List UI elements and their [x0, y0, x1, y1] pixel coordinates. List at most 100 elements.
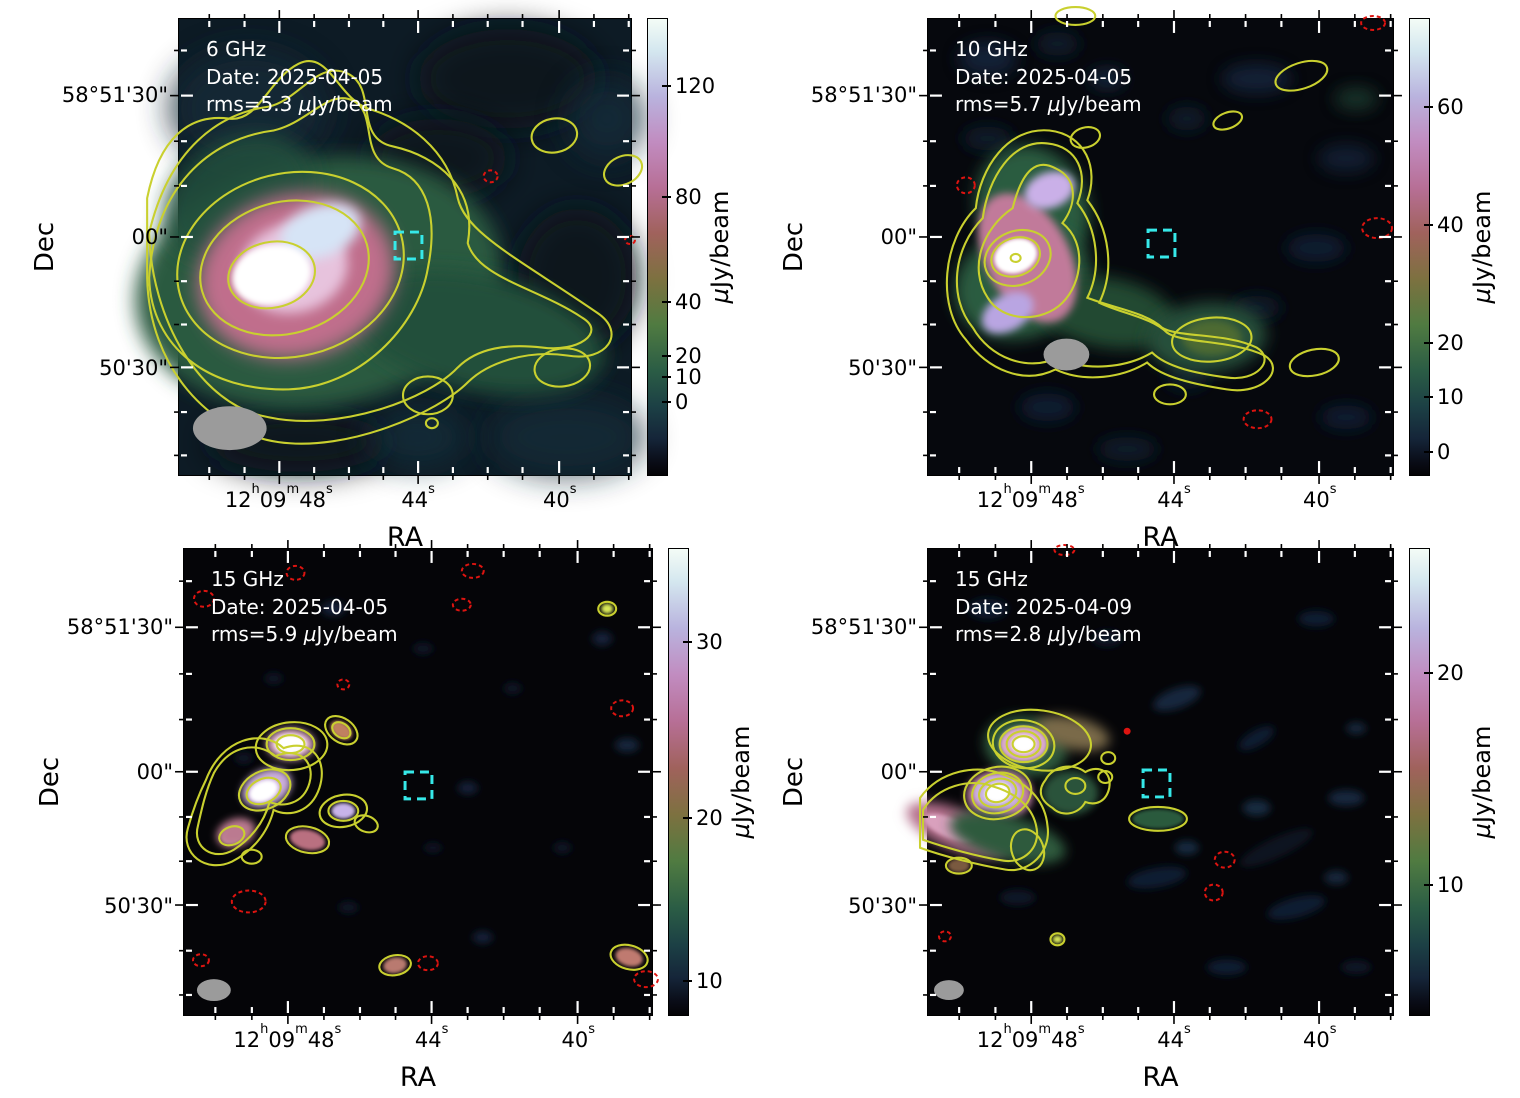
dec-axis-title: Dec	[34, 756, 65, 808]
ra-tick-label: 44s	[1157, 482, 1191, 512]
sky-image-15ghz-a	[175, 540, 661, 1024]
dec-tick-label: 50'30"	[104, 893, 173, 918]
map-15ghz-a: 15 GHz Date: 2025-04-05 rms=5.9 µJy/beam	[175, 540, 661, 1024]
negative-contours	[191, 562, 659, 989]
colorbar-tick-label: 10	[696, 968, 723, 993]
colorbar-tick	[1424, 396, 1433, 399]
colorbar-tick-label: 20	[675, 344, 702, 369]
colorbar-tick-label: 10	[1437, 872, 1464, 897]
map-10ghz: 10 GHz Date: 2025-04-05 rms=5.7 µJy/beam	[919, 6, 1402, 484]
colorbar-tick-label: 0	[675, 390, 689, 415]
ra-tick-label: 40s	[1302, 1022, 1337, 1052]
panel-annotation-6ghz: 6 GHz Date: 2025-04-05 rms=5.3 µJy/beam	[206, 36, 393, 119]
axis-ticks	[919, 10, 1402, 484]
ra-tick-label: 44s	[414, 1022, 449, 1052]
dec-tick-label: 00"	[880, 759, 917, 784]
map-6ghz: 6 GHz Date: 2025-04-05 rms=5.3 µJy/beam	[135, 10, 647, 484]
frequency-label: 15 GHz	[955, 567, 1028, 591]
colorbar-axis-title: µJy/beam	[727, 725, 755, 839]
colorbar-tick-label: 120	[675, 74, 716, 99]
colorbar-tick-label: 30	[696, 630, 723, 655]
colorbar-6ghz: 120 80 40 20 10 0	[647, 18, 715, 476]
dec-tick-label: 58°51'30"	[66, 614, 173, 639]
dec-tick-label: 50'30"	[848, 355, 917, 380]
rms-label: rms=5.3 µJy/beam	[206, 92, 393, 117]
target-marker-box	[1141, 768, 1172, 799]
noise-blobs	[234, 601, 640, 944]
beam-ellipse	[196, 979, 231, 1002]
colorbar-tick	[1424, 224, 1433, 227]
colorbar-tick	[662, 375, 671, 378]
colorbar-tick	[1424, 341, 1433, 344]
ra-axis-title: RA	[1142, 522, 1179, 553]
map-15ghz-b: 15 GHz Date: 2025-04-09 rms=2.8 µJy/beam	[906, 540, 1402, 1024]
colorbar-tick-label: 10	[675, 364, 702, 389]
target-marker-box	[1146, 228, 1177, 259]
dec-tick-label: 58°51'30"	[810, 82, 917, 107]
colorbar-15ghz-a: 30 20 10	[668, 548, 723, 1016]
ra-tick-label: 40s	[561, 1022, 596, 1052]
dec-tick-label: 58°51'30"	[810, 614, 917, 639]
colorbar-tick	[662, 300, 671, 303]
colorbar-10ghz: 60 40 20 10 0	[1409, 18, 1464, 476]
colorbar-axis-title: µJy/beam	[706, 190, 734, 304]
ra-tick-label: 44s	[401, 482, 435, 512]
colorbar-axis-title: µJy/beam	[1468, 725, 1496, 839]
panel-annotation-10ghz: 10 GHz Date: 2025-04-05 rms=5.7 µJy/beam	[955, 36, 1142, 119]
noise-blobs	[957, 31, 1379, 462]
axis-ticks	[175, 540, 661, 1024]
colorbar-tick-label: 10	[1437, 385, 1464, 410]
beam-ellipse	[933, 980, 964, 1001]
axis-ticks	[170, 10, 640, 484]
date-label: Date: 2025-04-05	[211, 594, 389, 619]
dec-tick-label: 50'30"	[99, 355, 168, 380]
ra-tick-label: 12h09m48s	[224, 482, 333, 512]
colorbar-tick	[1424, 883, 1433, 886]
noise-blobs	[967, 598, 1372, 976]
date-label: Date: 2025-04-05	[955, 64, 1133, 89]
ra-axis-title: RA	[399, 1062, 437, 1093]
dec-tick-label: 00"	[131, 224, 168, 249]
colorbar-tick	[1424, 451, 1433, 454]
frequency-label: 6 GHz	[206, 37, 267, 61]
rms-label: rms=5.9 µJy/beam	[211, 622, 398, 647]
ra-tick-label: 12h09m48s	[976, 1022, 1085, 1052]
date-label: Date: 2025-04-09	[955, 594, 1133, 619]
noise-blobs	[169, 28, 647, 477]
dec-tick-label: 58°51'30"	[61, 82, 168, 107]
beam-ellipse	[192, 406, 267, 451]
colorbar-tick-label: 60	[1437, 95, 1464, 120]
dec-tick-label: 00"	[136, 759, 173, 784]
frequency-label: 10 GHz	[955, 37, 1028, 61]
colorbar-tick	[662, 355, 671, 358]
colorbar-tick-label: 40	[675, 289, 702, 314]
positive-contours	[185, 600, 649, 977]
target-marker-box	[403, 770, 434, 801]
ra-tick-label: 40s	[543, 482, 577, 512]
panel-unit-6ghz: 6 GHz Date: 2025-04-05 rms=5.3 µJy/beam …	[30, 10, 734, 553]
colorbar-tick	[662, 85, 671, 88]
colorbar-tick	[683, 641, 692, 644]
panel-unit-15ghz-b: 15 GHz Date: 2025-04-09 rms=2.8 µJy/beam…	[779, 540, 1496, 1093]
target-marker-box	[393, 230, 424, 261]
colorbar-tick	[683, 816, 692, 819]
dec-axis-title: Dec	[778, 221, 809, 273]
dec-axis-title: Dec	[29, 221, 60, 273]
ra-tick-label: 12h09m48s	[976, 482, 1085, 512]
positive-contours	[918, 708, 1188, 947]
ra-axis-title: RA	[386, 522, 424, 553]
colorbar-tick-label: 80	[675, 184, 702, 209]
colorbar-tick	[1424, 672, 1433, 675]
colorbar-tick	[662, 195, 671, 198]
sky-image-6ghz	[135, 10, 647, 484]
panel-annotation-15ghz-b: 15 GHz Date: 2025-04-09 rms=2.8 µJy/beam	[955, 566, 1142, 649]
axis-ticks	[919, 540, 1402, 1024]
date-label: Date: 2025-04-05	[206, 64, 384, 89]
panel-unit-10ghz: 10 GHz Date: 2025-04-05 rms=5.7 µJy/beam…	[779, 6, 1496, 553]
colorbar-tick-label: 20	[1437, 661, 1464, 686]
colorbar-tick-label: 20	[696, 805, 723, 830]
colorbar-tick-label: 40	[1437, 213, 1464, 238]
rms-label: rms=2.8 µJy/beam	[955, 622, 1142, 647]
colorbar-tick	[662, 401, 671, 404]
